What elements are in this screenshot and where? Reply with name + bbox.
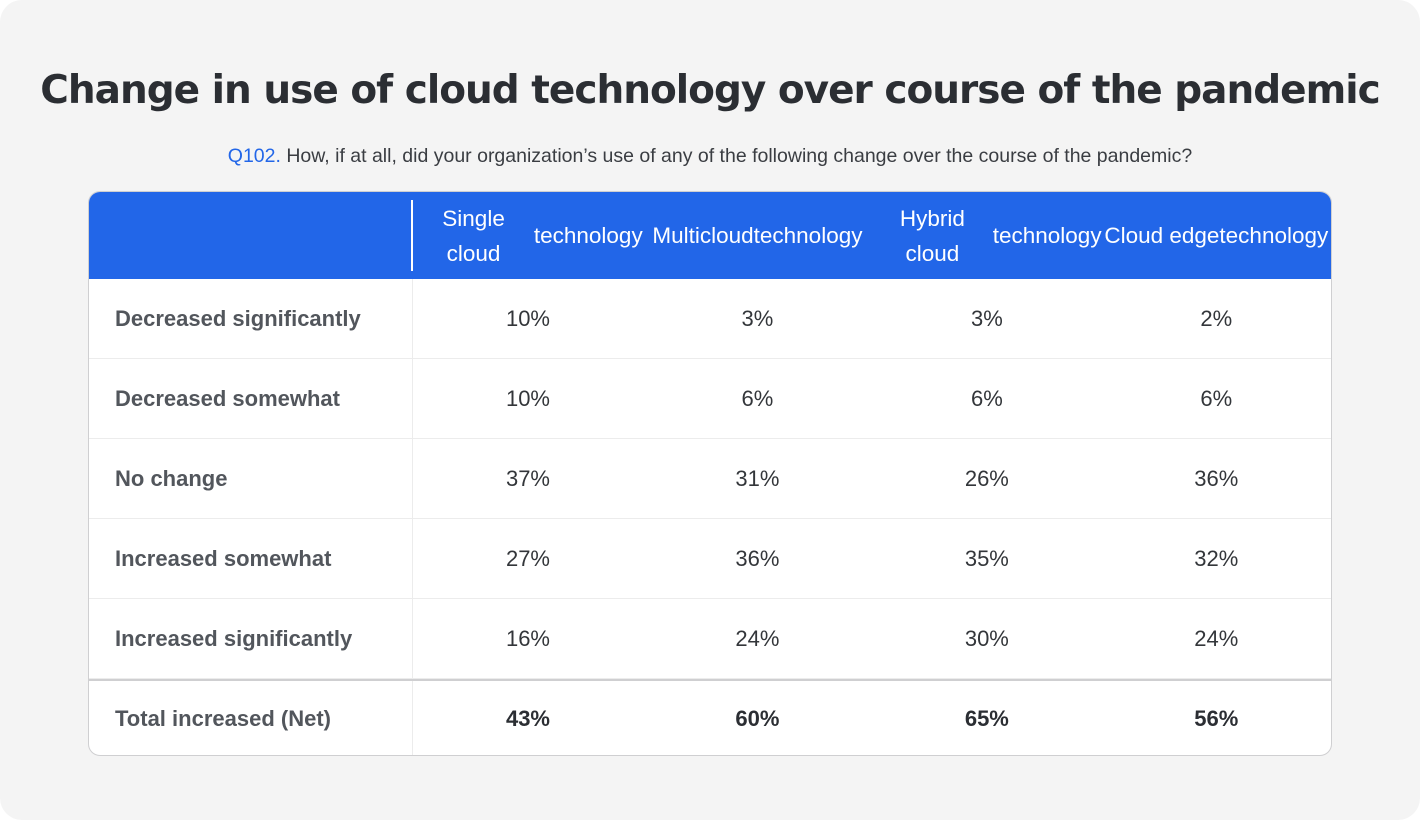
table-row: No change 37% 31% 26% 36% <box>89 439 1331 519</box>
value-cell: 24% <box>1194 625 1239 651</box>
value-cell: 26% <box>964 465 1009 491</box>
table-row: Increased somewhat 27% 36% 35% 32% <box>89 519 1331 599</box>
value-cell: 32% <box>1194 545 1239 571</box>
value-cell: 43% <box>505 706 550 731</box>
page-title: Change in use of cloud technology over c… <box>40 68 1381 113</box>
value-cell: 36% <box>735 545 780 571</box>
table-header-row: Single cloud technology Multicloud technol… <box>89 192 1331 279</box>
row-label: Decreased significantly <box>89 279 414 358</box>
value-cell: 31% <box>735 465 780 491</box>
table-row: Decreased significantly 10% 3% 3% 2% <box>89 279 1331 359</box>
subtitle: Q102. How, if at all, did your organizat… <box>0 145 1420 168</box>
row-label: Decreased somewhat <box>89 359 414 438</box>
question-text: How, if at all, did your organization’s … <box>286 145 1193 167</box>
row-label: Increased significantly <box>89 599 414 678</box>
value-cell: 2% <box>1200 305 1233 331</box>
table-row: Increased significantly 16% 24% 30% 24% <box>89 599 1331 679</box>
column-header: Cloud edge technology <box>1104 223 1329 248</box>
column-header: Multicloud technology <box>652 223 863 248</box>
value-cell: 10% <box>505 305 550 331</box>
header-corner-cell <box>89 192 414 279</box>
row-label: Total increased (Net) <box>89 681 414 755</box>
value-cell: 3% <box>970 305 1003 331</box>
value-cell: 65% <box>964 706 1009 731</box>
row-label: Increased somewhat <box>89 519 414 598</box>
value-cell: 6% <box>1200 385 1233 411</box>
value-cell: 30% <box>964 625 1009 651</box>
value-cell: 6% <box>741 385 774 411</box>
value-cell: 10% <box>505 385 550 411</box>
data-table: Single cloud technology Multicloud technol… <box>88 191 1332 756</box>
column-header: Single cloud technology <box>442 205 643 266</box>
row-label: No change <box>89 439 414 518</box>
value-cell: 24% <box>735 625 780 651</box>
value-cell: 56% <box>1194 706 1239 731</box>
value-cell: 37% <box>505 465 550 491</box>
value-cell: 27% <box>505 545 550 571</box>
value-cell: 36% <box>1194 465 1239 491</box>
value-cell: 60% <box>735 706 780 731</box>
value-cell: 16% <box>505 625 550 651</box>
table-total-row: Total increased (Net) 43% 60% 65% 56% <box>89 679 1331 755</box>
column-header: Hybrid cloud technology <box>899 205 1102 266</box>
value-cell: 35% <box>964 545 1009 571</box>
question-id: Q102. <box>227 145 281 167</box>
table-row: Decreased somewhat 10% 6% 6% 6% <box>89 359 1331 439</box>
value-cell: 3% <box>741 305 774 331</box>
value-cell: 6% <box>970 385 1003 411</box>
